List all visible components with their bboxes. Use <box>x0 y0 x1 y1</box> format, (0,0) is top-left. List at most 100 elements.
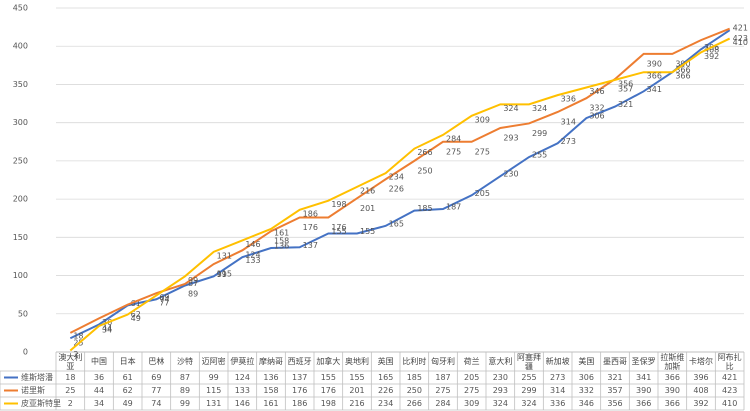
data-label: 392 <box>704 52 719 61</box>
data-label: 124 <box>245 251 260 260</box>
x-tick-label-box: 沙特 <box>176 357 193 366</box>
data-label: 89 <box>188 289 198 298</box>
table-value: 136 <box>263 373 278 382</box>
x-tick-label: 伊莫拉 <box>230 357 255 366</box>
x-tick-label: 比利时 <box>402 357 427 366</box>
y-tick-label: 50 <box>18 309 28 318</box>
table-value: 275 <box>464 386 479 395</box>
table-value: 357 <box>607 386 622 395</box>
data-label: 356 <box>618 79 633 88</box>
x-tick-label-box: 卡塔尔 <box>689 357 713 366</box>
table-value: 332 <box>579 386 594 395</box>
table-value: 273 <box>550 373 565 382</box>
table-value: 186 <box>292 399 307 408</box>
table-value: 250 <box>407 386 422 395</box>
table-value: 131 <box>206 399 221 408</box>
data-label: 187 <box>446 203 461 212</box>
data-label: 34 <box>102 326 112 335</box>
data-label: 165 <box>389 219 404 228</box>
data-label: 137 <box>303 241 318 250</box>
data-label: 366 <box>647 72 662 81</box>
table-value: 341 <box>636 373 651 382</box>
data-label: 357 <box>618 85 633 94</box>
data-label: 99 <box>188 276 198 285</box>
table-value: 99 <box>209 373 219 382</box>
data-label: 275 <box>475 147 490 156</box>
table-value: 336 <box>550 399 565 408</box>
legend-label: 诺里斯 <box>21 385 45 395</box>
x-tick-label: 拉斯维加斯 <box>660 352 685 371</box>
table-value: 74 <box>151 399 161 408</box>
x-tick-label-box: 西班牙 <box>288 357 312 366</box>
data-label: 293 <box>503 134 518 143</box>
table-value: 18 <box>65 373 75 382</box>
data-label: 161 <box>274 228 289 237</box>
table-value: 124 <box>235 373 250 382</box>
x-tick-label-box: 日本 <box>120 357 136 366</box>
x-tick-label-box: 中国 <box>91 357 107 366</box>
x-tick-label-box: 伊莫拉 <box>230 357 255 366</box>
data-label: 266 <box>417 148 432 157</box>
data-label: 366 <box>675 66 690 75</box>
data-label: 324 <box>532 104 547 113</box>
table-value: 62 <box>123 386 133 395</box>
data-label: 201 <box>360 204 375 213</box>
data-label: 324 <box>503 104 518 113</box>
table-value: 275 <box>435 386 450 395</box>
data-label: 321 <box>618 100 633 109</box>
data-label: 158 <box>274 237 289 246</box>
data-label: 410 <box>733 38 748 47</box>
legend-label: 维斯塔潘 <box>21 372 53 382</box>
data-label: 230 <box>503 170 518 179</box>
table-value: 34 <box>94 399 104 408</box>
data-label: 131 <box>217 251 232 260</box>
data-label: 421 <box>733 24 748 33</box>
data-label: 366 <box>675 72 690 81</box>
table-value: 390 <box>665 386 680 395</box>
table-value: 176 <box>292 386 307 395</box>
table-value: 77 <box>151 386 161 395</box>
table-value: 146 <box>235 399 250 408</box>
x-tick-label-box: 加拿大 <box>316 357 340 366</box>
table-value: 356 <box>607 399 622 408</box>
data-label: 155 <box>360 227 375 236</box>
data-label: 346 <box>589 87 604 96</box>
x-tick-label-box: 拉斯维加斯 <box>660 352 685 371</box>
x-tick-label: 美国 <box>578 357 595 366</box>
x-tick-label: 沙特 <box>176 357 193 366</box>
table-value: 165 <box>378 373 393 382</box>
data-label: 198 <box>331 200 346 209</box>
x-tick-label-box: 墨西哥 <box>602 357 627 366</box>
y-tick-label: 100 <box>13 271 28 280</box>
x-tick-label: 迈阿密 <box>201 357 226 366</box>
table-value: 408 <box>693 386 708 395</box>
data-label: 273 <box>561 137 576 146</box>
x-tick-label-box: 圣保罗 <box>631 357 656 366</box>
x-tick-label: 墨西哥 <box>602 357 627 366</box>
table-value: 299 <box>521 386 536 395</box>
y-tick-label: 0 <box>23 348 28 357</box>
table-value: 366 <box>665 399 680 408</box>
table-value: 216 <box>349 399 364 408</box>
x-tick-label-box: 奥地利 <box>345 357 369 366</box>
table-value: 187 <box>435 373 450 382</box>
data-label: 77 <box>159 299 169 308</box>
table-value: 25 <box>65 386 75 395</box>
data-label: 61 <box>131 299 141 308</box>
table-value: 115 <box>206 386 221 395</box>
table-value: 324 <box>493 399 508 408</box>
y-tick-label: 450 <box>13 4 28 13</box>
table-value: 198 <box>321 399 336 408</box>
x-tick-label: 圣保罗 <box>631 357 656 366</box>
table-value: 226 <box>378 386 393 395</box>
table-value: 324 <box>521 399 536 408</box>
data-label: 336 <box>561 95 576 104</box>
x-tick-label-box: 美国 <box>578 357 595 366</box>
data-label: 99 <box>217 270 227 279</box>
y-tick-label: 300 <box>13 118 28 127</box>
x-tick-label: 英国 <box>377 357 394 366</box>
x-tick-label: 阿布扎比 <box>717 352 742 371</box>
data-label: 49 <box>131 314 141 323</box>
table-value: 309 <box>464 399 479 408</box>
